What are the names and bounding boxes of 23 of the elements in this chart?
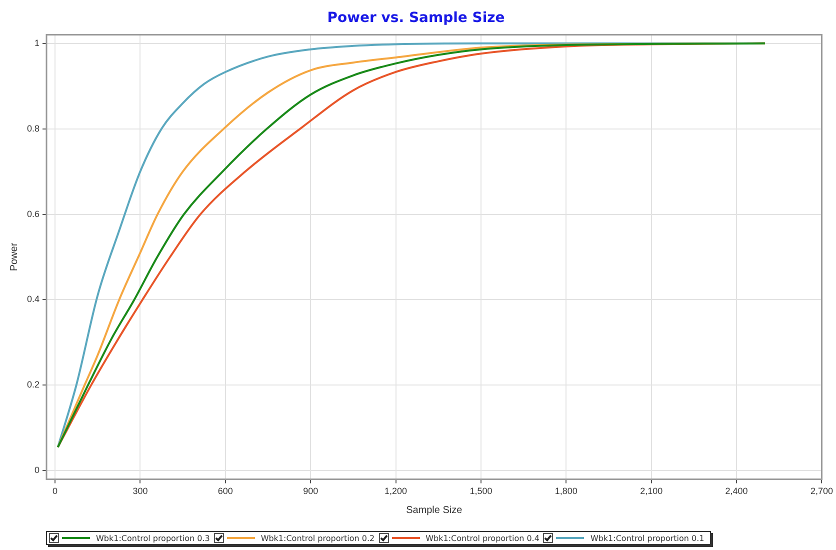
y-tick-label: 0 (34, 465, 40, 476)
y-tick-label: 0.4 (26, 294, 40, 304)
y-tick-label: 0.8 (26, 123, 40, 134)
x-tick-label: 300 (132, 486, 148, 496)
x-tick-label: 1,800 (554, 486, 578, 496)
y-axis-title: Power (8, 242, 20, 272)
x-tick-label: 2,400 (725, 486, 748, 496)
x-tick-label: 1,500 (470, 486, 492, 496)
legend-label: Wbk1:Control proportion 0.4 (426, 534, 540, 542)
y-tick-label: 0.2 (26, 380, 40, 390)
legend-label: Wbk1:Control proportion 0.2 (260, 534, 375, 542)
x-tick-label: 600 (218, 486, 233, 496)
chart-title: Power vs. Sample Size (327, 10, 505, 26)
legend-label: Wbk1:Control proportion 0.3 (96, 534, 210, 542)
x-tick-label: 900 (303, 486, 318, 496)
y-tick-label: 1 (34, 38, 40, 48)
x-tick-label: 2,700 (810, 486, 834, 496)
x-tick-label: 0 (52, 486, 58, 496)
x-tick-label: 2,100 (640, 486, 663, 496)
x-axis-title: Sample Size (406, 504, 463, 516)
x-tick-label: 1,200 (384, 486, 408, 496)
legend-label: Wbk1:Control proportion 0.1 (590, 534, 704, 542)
y-tick-label: 0.6 (26, 208, 40, 219)
